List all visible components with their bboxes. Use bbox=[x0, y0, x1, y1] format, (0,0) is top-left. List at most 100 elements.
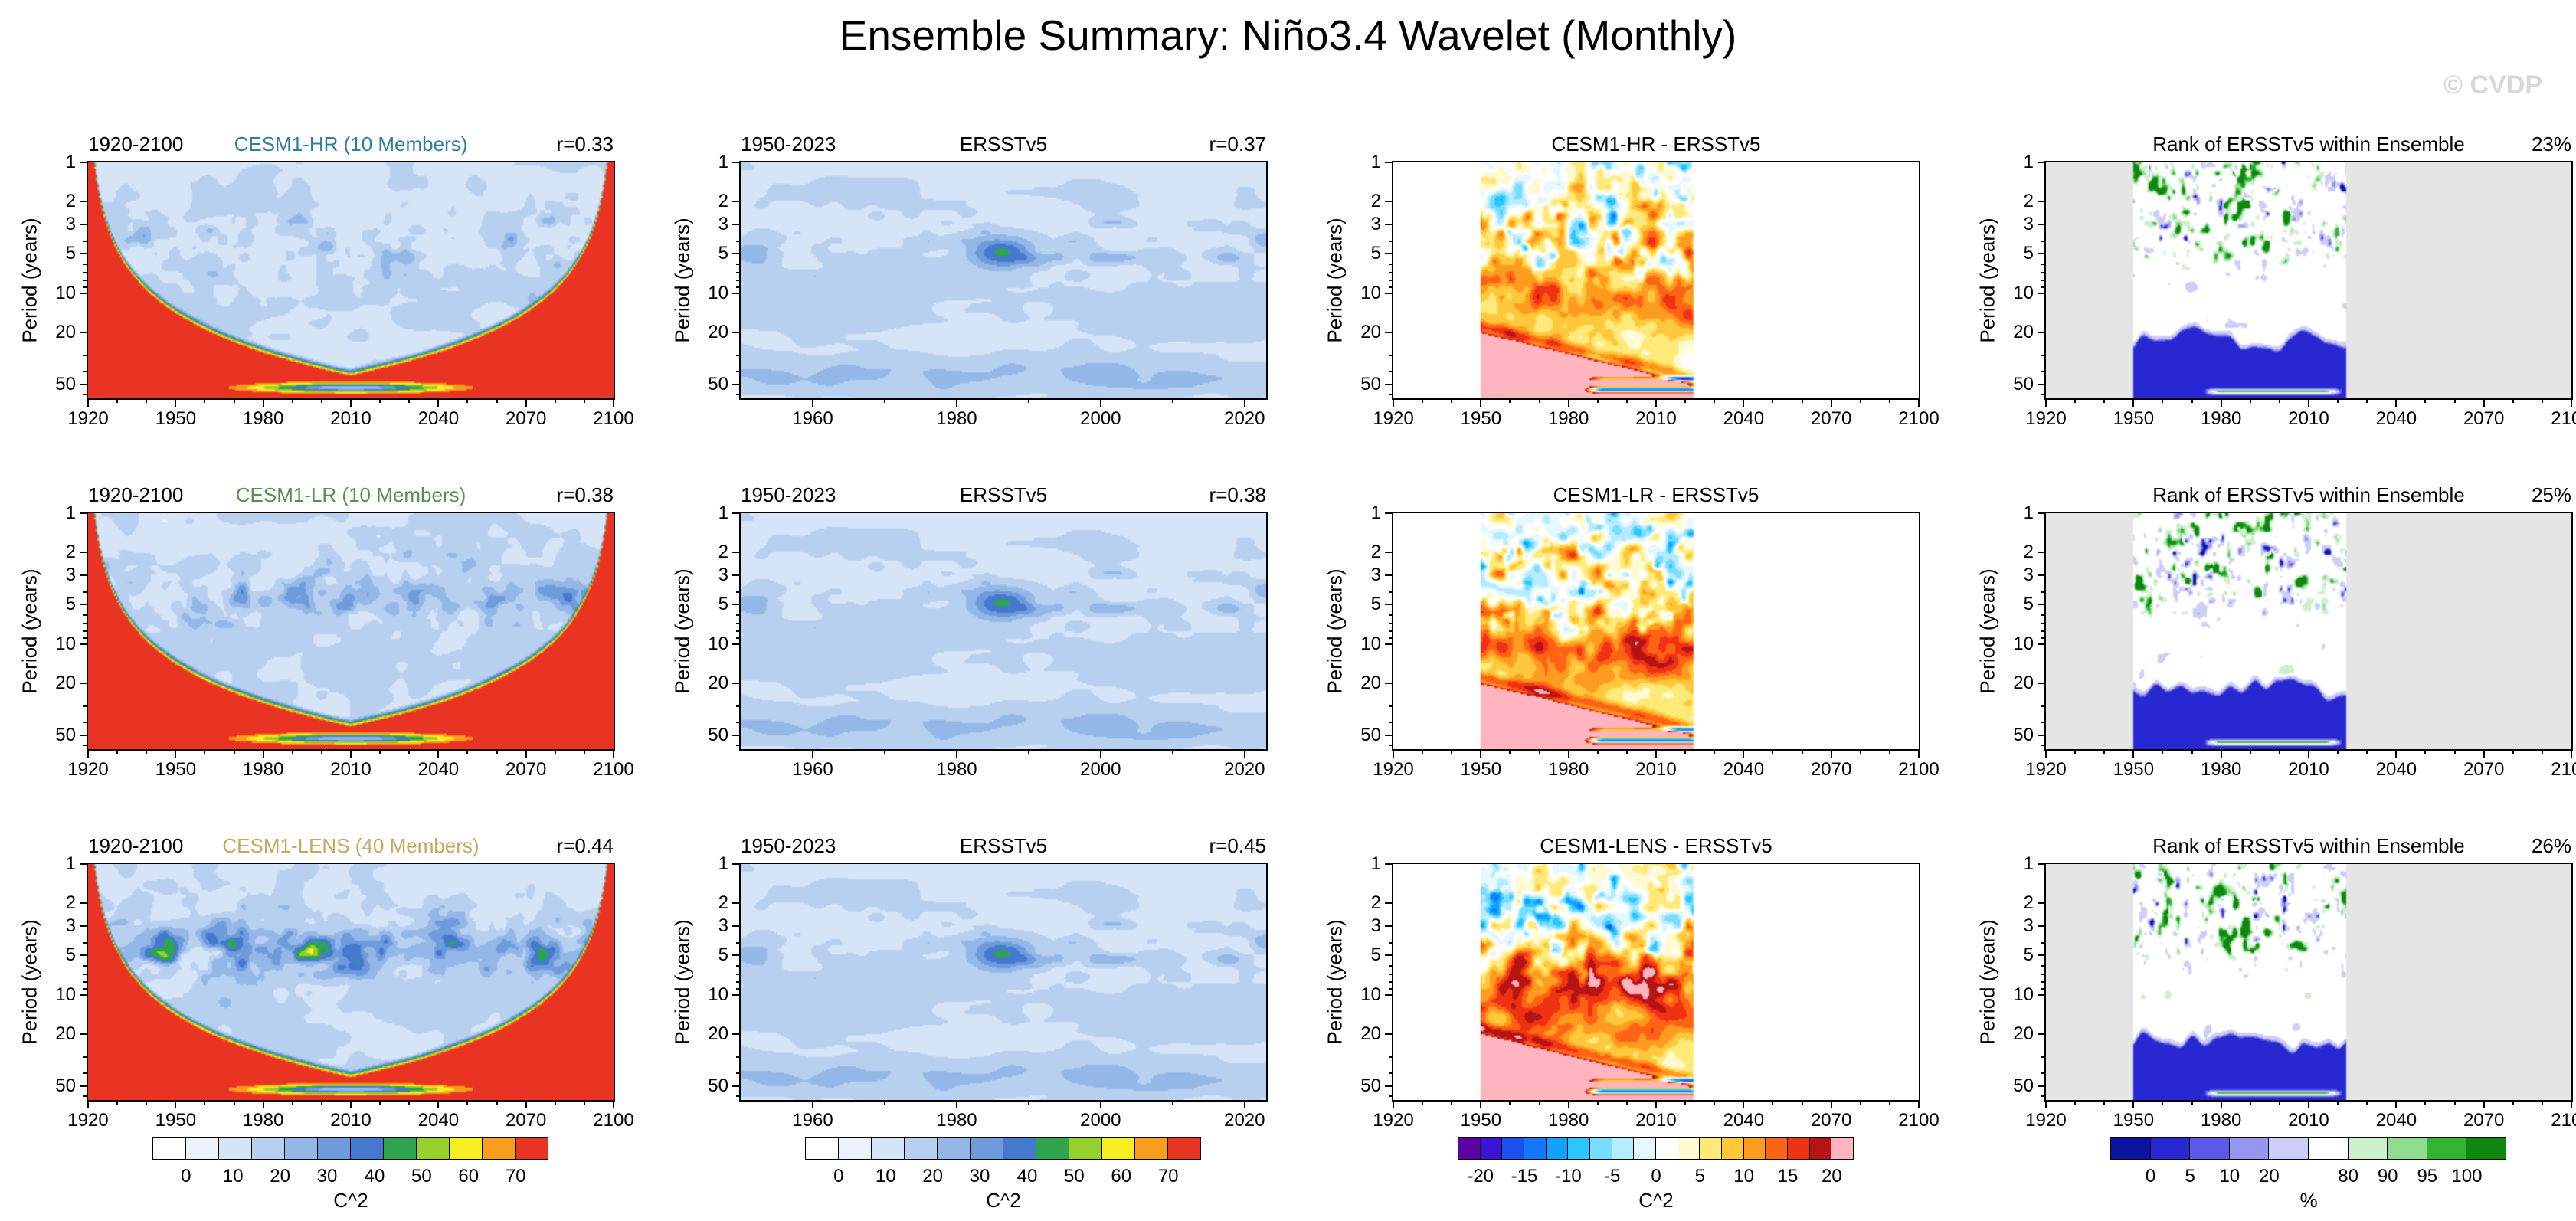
x-tick-label: 2070 bbox=[2463, 759, 2505, 780]
y-tick-mark bbox=[732, 201, 741, 203]
x-tick-mark bbox=[811, 1100, 813, 1108]
x-tick-label: 1980 bbox=[936, 759, 977, 780]
x-minor-tick-mark bbox=[1625, 749, 1628, 754]
x-minor-tick-mark bbox=[320, 398, 322, 403]
y-minor-tick-mark bbox=[1389, 263, 1393, 265]
y-tick-label: 1 bbox=[65, 152, 76, 172]
x-tick-label: 1980 bbox=[242, 1110, 284, 1131]
y-minor-tick-mark bbox=[1389, 354, 1393, 356]
x-tick-label: 1950 bbox=[2113, 1110, 2155, 1131]
x-minor-tick-mark bbox=[1451, 1100, 1453, 1105]
y-tick-label: 5 bbox=[718, 944, 728, 966]
y-tick-label: 10 bbox=[708, 984, 728, 1005]
y-minor-tick-mark bbox=[1389, 981, 1393, 983]
y-tick-mark bbox=[80, 1033, 88, 1035]
y-tick-label: 20 bbox=[55, 1023, 76, 1044]
x-tick-label: 2010 bbox=[330, 408, 372, 429]
y-minor-tick-mark bbox=[83, 371, 88, 373]
x-minor-tick-mark bbox=[2512, 1100, 2514, 1105]
colorbar-cell bbox=[1808, 1137, 1832, 1160]
x-minor-tick-mark bbox=[1801, 1100, 1803, 1105]
y-minor-tick-mark bbox=[736, 240, 741, 242]
x-minor-tick-mark bbox=[1509, 749, 1511, 754]
y-minor-tick-mark bbox=[2041, 630, 2046, 632]
y-tick-label: 5 bbox=[65, 594, 76, 615]
y-minor-tick-mark bbox=[83, 630, 88, 632]
y-tick-mark bbox=[80, 292, 88, 294]
colorbar-tick-label: 50 bbox=[1064, 1166, 1085, 1187]
x-tick-label: 1920 bbox=[67, 1110, 109, 1131]
y-tick-label: 3 bbox=[2023, 214, 2034, 235]
colorbar-cell bbox=[482, 1137, 516, 1160]
x-tick-mark bbox=[175, 1100, 177, 1108]
colorbar-tick-label: 15 bbox=[1777, 1166, 1799, 1187]
x-minor-tick-mark bbox=[1859, 398, 1861, 403]
colorbar-unit-label: C^2 bbox=[333, 1189, 368, 1212]
panel-header: 1950-2023 ERSSTv5 r=0.38 bbox=[741, 483, 1266, 509]
x-tick-label: 2010 bbox=[1635, 759, 1677, 780]
colorbar-tick-label: 100 bbox=[2451, 1166, 2483, 1187]
y-tick-label: 5 bbox=[2023, 594, 2034, 615]
y-axis-title: Period (years) bbox=[670, 218, 694, 343]
x-tick-label: 2040 bbox=[417, 408, 460, 429]
x-tick-mark bbox=[2571, 398, 2572, 407]
colorbar-cell bbox=[1036, 1137, 1069, 1160]
x-tick-mark bbox=[2220, 398, 2222, 407]
y-tick-label: 3 bbox=[65, 915, 76, 937]
colorbar-cells bbox=[2110, 1137, 2506, 1160]
y-tick-label: 50 bbox=[1360, 373, 1381, 394]
x-tick-label: 2000 bbox=[1080, 1110, 1121, 1131]
panel-title: CESM1-LR - ERSSTv5 bbox=[1553, 483, 1759, 506]
x-minor-tick-mark bbox=[2191, 398, 2193, 403]
x-minor-tick-mark bbox=[1422, 749, 1424, 754]
x-tick-mark bbox=[175, 398, 177, 407]
y-tick-label: 5 bbox=[65, 944, 76, 966]
y-minor-tick-mark bbox=[2041, 941, 2046, 944]
x-minor-tick-mark bbox=[233, 398, 235, 403]
colorbar-cell bbox=[2426, 1137, 2467, 1160]
panel-title: ERSSTv5 bbox=[959, 834, 1048, 857]
y-minor-tick-mark bbox=[83, 614, 88, 616]
x-tick-label: 1950 bbox=[2113, 408, 2155, 429]
y-tick-label: 10 bbox=[2013, 984, 2034, 1005]
obs-heatmap-canvas bbox=[741, 864, 1266, 1100]
colorbar-cell bbox=[152, 1137, 186, 1160]
y-minor-tick-mark bbox=[2041, 974, 2046, 976]
panel-obs-row2: 1950-2023 ERSSTv5 r=0.38 Period (years) 1 2 3 5… bbox=[671, 483, 1268, 780]
colorbar-unit-label: % bbox=[2299, 1189, 2318, 1212]
y-minor-tick-mark bbox=[2041, 394, 2046, 396]
x-minor-tick-mark bbox=[1171, 1100, 1173, 1105]
colorbar-tick-label: 60 bbox=[1111, 1166, 1132, 1187]
era-label: 1950-2023 bbox=[741, 834, 836, 857]
x-minor-tick-mark bbox=[2191, 1100, 2193, 1105]
x-tick-label: 2040 bbox=[1723, 408, 1765, 429]
y-tick-label: 50 bbox=[55, 724, 76, 745]
y-tick-mark bbox=[1385, 734, 1393, 736]
colorbar-tick-label: 0 bbox=[181, 1166, 191, 1187]
x-tick-mark bbox=[2045, 749, 2047, 758]
y-tick-mark bbox=[1385, 512, 1393, 514]
colorbar-cells bbox=[152, 1137, 548, 1160]
x-minor-tick-mark bbox=[1596, 1100, 1599, 1105]
y-tick-label: 2 bbox=[2023, 191, 2034, 212]
x-tick-mark bbox=[1655, 749, 1657, 758]
x-tick-label: 2010 bbox=[2288, 759, 2329, 780]
y-tick-label: 10 bbox=[55, 282, 76, 303]
y-minor-tick-mark bbox=[736, 974, 741, 976]
x-minor-tick-mark bbox=[466, 749, 469, 754]
y-tick-label: 10 bbox=[708, 633, 728, 654]
panel-header: 1920-2100 CESM1-HR (10 Members) r=0.33 bbox=[88, 132, 614, 158]
y-tick-label: 50 bbox=[1360, 724, 1381, 745]
x-tick-mark bbox=[525, 398, 527, 407]
x-tick-mark bbox=[811, 749, 813, 758]
x-tick-mark bbox=[1918, 398, 1920, 407]
colorbar-tick-label: 10 bbox=[1733, 1166, 1754, 1187]
colorbar-cell bbox=[2189, 1137, 2230, 1160]
x-tick-mark bbox=[955, 398, 957, 407]
colorbar-tick-label: 0 bbox=[1651, 1166, 1661, 1187]
panel-header: Rank of ERSSTv5 within Ensemble 26% bbox=[2046, 833, 2571, 859]
colorbar-cell bbox=[2110, 1137, 2151, 1160]
y-minor-tick-mark bbox=[83, 974, 88, 976]
x-minor-tick-mark bbox=[1422, 1100, 1424, 1105]
y-minor-tick-mark bbox=[2041, 354, 2046, 356]
